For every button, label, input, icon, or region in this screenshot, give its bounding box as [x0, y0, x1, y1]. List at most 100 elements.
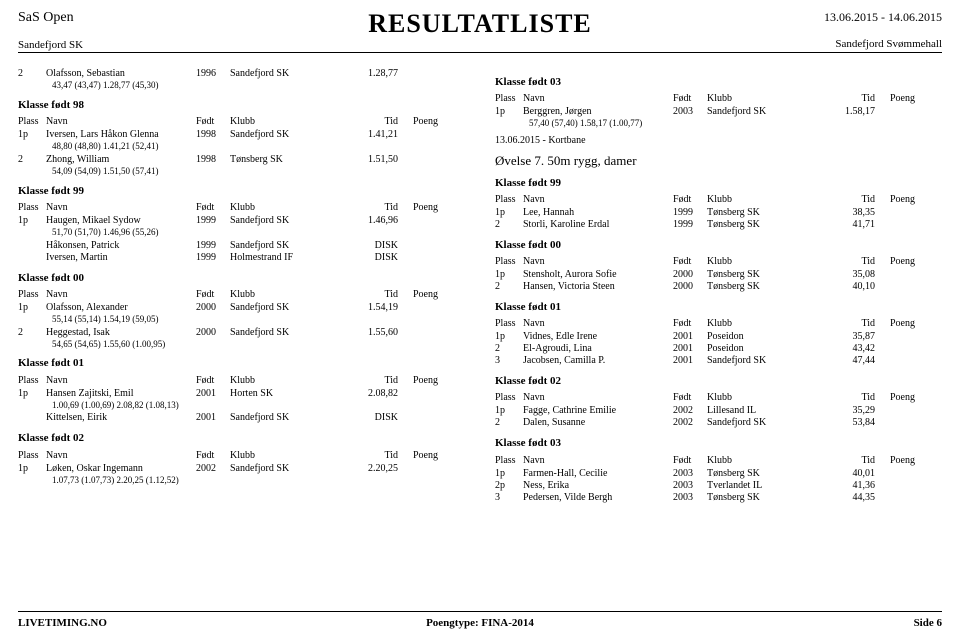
- split-times: 57,40 (57,40) 1.58,17 (1.00,77): [495, 118, 942, 129]
- right-column: Klasse født 03 PlassNavnFødtKlubbTidPoen…: [495, 68, 942, 504]
- plass: 1p: [495, 106, 523, 118]
- tid: 1.55,60: [340, 327, 398, 339]
- page-title: RESULTATLISTE: [368, 8, 592, 39]
- split-times: 54,65 (54,65) 1.55,60 (1.00,95): [18, 339, 465, 350]
- navn: Storli, Karoline Erdal: [523, 219, 673, 231]
- result-row: 2Heggestad, Isak2000Sandefjord SK1.55,60: [18, 327, 465, 339]
- klubb: Sandefjord SK: [230, 68, 340, 80]
- table-header: PlassNavnFødtKlubbTidPoeng: [18, 202, 465, 214]
- c99-rows: 1pHaugen, Mikael Sydow1999Sandefjord SK1…: [18, 215, 465, 264]
- fodt: 1999: [673, 207, 707, 219]
- navn: Hansen Zajitski, Emil: [46, 388, 196, 400]
- result-row: 1pLøken, Oskar Ingemann2002Sandefjord SK…: [18, 463, 465, 475]
- klubb: Sandefjord SK: [230, 463, 340, 475]
- plass: 2p: [495, 480, 523, 492]
- fodt: 1996: [196, 68, 230, 80]
- event-heading: Øvelse 7. 50m rygg, damer: [495, 153, 942, 169]
- split-times: 48,80 (48,80) 1.41,21 (52,41): [18, 141, 465, 152]
- class-heading: Klasse født 99: [495, 177, 942, 190]
- plass: 2: [18, 68, 46, 80]
- klubb: Tønsberg SK: [707, 207, 817, 219]
- plass: 1p: [495, 331, 523, 343]
- navn: Heggestad, Isak: [46, 327, 196, 339]
- tid: DISK: [340, 240, 398, 252]
- class-heading: Klasse født 03: [495, 437, 942, 450]
- navn: El-Agroudi, Lina: [523, 343, 673, 355]
- navn: Iversen, Lars Håkon Glenna: [46, 129, 196, 141]
- c03a-rows: 1pBerggren, Jørgen2003Sandefjord SK1.58,…: [495, 106, 942, 129]
- fodt: 2003: [673, 480, 707, 492]
- klubb: Tønsberg SK: [707, 468, 817, 480]
- tid: 40,01: [817, 468, 875, 480]
- fodt: 2003: [673, 492, 707, 504]
- klubb: Sandefjord SK: [230, 327, 340, 339]
- note-line: 13.06.2015 - Kortbane: [495, 135, 942, 147]
- tid: DISK: [340, 412, 398, 424]
- class-heading: Klasse født 99: [18, 185, 465, 198]
- split-times: 54,09 (54,09) 1.51,50 (57,41): [18, 166, 465, 177]
- plass: 2: [495, 417, 523, 429]
- tid: 35,87: [817, 331, 875, 343]
- fodt: 2001: [673, 331, 707, 343]
- plass: 1p: [18, 215, 46, 227]
- table-header: PlassNavnFødtKlubbTidPoeng: [18, 450, 465, 462]
- venue: Sandefjord Svømmehall: [824, 38, 942, 51]
- klubb: Tønsberg SK: [230, 154, 340, 166]
- klubb: Sandefjord SK: [230, 129, 340, 141]
- split-times: 1.07,73 (1.07,73) 2.20,25 (1.12,52): [18, 475, 465, 486]
- c01-rows: 1pHansen Zajitski, Emil2001Horten SK2.08…: [18, 388, 465, 425]
- klubb: Lillesand IL: [707, 405, 817, 417]
- split-times: 1.00,69 (1.00,69) 2.08,82 (1.08,13): [18, 400, 465, 411]
- klubb: Tverlandet IL: [707, 480, 817, 492]
- klubb: Poseidon: [707, 343, 817, 355]
- klubb: Tønsberg SK: [707, 492, 817, 504]
- class-heading: Klasse født 02: [18, 432, 465, 445]
- navn: Pedersen, Vilde Bergh: [523, 492, 673, 504]
- plass: 1p: [18, 463, 46, 475]
- footer-center: Poengtype: FINA-2014: [426, 617, 534, 630]
- split-times: 55,14 (55,14) 1.54,19 (59,05): [18, 314, 465, 325]
- fodt: 2003: [673, 468, 707, 480]
- fodt: 1998: [196, 154, 230, 166]
- rc00-rows: 1pStensholt, Aurora Sofie2000Tønsberg SK…: [495, 269, 942, 293]
- plass: 2: [18, 154, 46, 166]
- plass: 2: [495, 343, 523, 355]
- plass: 1p: [18, 129, 46, 141]
- klubb: Poseidon: [707, 331, 817, 343]
- navn: Lee, Hannah: [523, 207, 673, 219]
- navn: Zhong, William: [46, 154, 196, 166]
- tid: 35,08: [817, 269, 875, 281]
- klubb: Sandefjord SK: [230, 302, 340, 314]
- navn: Farmen-Hall, Cecilie: [523, 468, 673, 480]
- tid: 2.08,82: [340, 388, 398, 400]
- tid: 1.58,17: [817, 106, 875, 118]
- fodt: 2000: [673, 281, 707, 293]
- footer-right: Side 6: [914, 617, 942, 630]
- class-heading: Klasse født 98: [18, 99, 465, 112]
- class-heading: Klasse født 01: [495, 301, 942, 314]
- fodt: 2001: [673, 355, 707, 367]
- result-row: 1pHaugen, Mikael Sydow1999Sandefjord SK1…: [18, 215, 465, 227]
- plass: 2: [18, 327, 46, 339]
- header-right: 13.06.2015 - 14.06.2015 Sandefjord Svømm…: [824, 10, 942, 52]
- plass: 1p: [18, 302, 46, 314]
- result-row: 1pLee, Hannah1999Tønsberg SK38,35: [495, 207, 942, 219]
- tid: 1.41,21: [340, 129, 398, 141]
- result-row: 2Hansen, Victoria Steen2000Tønsberg SK40…: [495, 281, 942, 293]
- result-row: 2 Olafsson, Sebastian 1996 Sandefjord SK…: [18, 68, 465, 80]
- fodt: 1999: [196, 215, 230, 227]
- klubb: Tønsberg SK: [707, 219, 817, 231]
- navn: Fagge, Cathrine Emilie: [523, 405, 673, 417]
- navn: Jacobsen, Camilla P.: [523, 355, 673, 367]
- plass: 1p: [495, 405, 523, 417]
- table-header: PlassNavnFødtKlubbTidPoeng: [495, 194, 942, 206]
- content-columns: 2 Olafsson, Sebastian 1996 Sandefjord SK…: [18, 68, 942, 504]
- club-name: Sandefjord SK: [18, 39, 83, 52]
- class-heading: Klasse født 02: [495, 375, 942, 388]
- plass: 1p: [495, 269, 523, 281]
- dates: 13.06.2015 - 14.06.2015: [824, 10, 942, 24]
- tid: 41,71: [817, 219, 875, 231]
- table-header: PlassNavnFødtKlubbTidPoeng: [18, 375, 465, 387]
- class-heading: Klasse født 00: [18, 272, 465, 285]
- navn: Berggren, Jørgen: [523, 106, 673, 118]
